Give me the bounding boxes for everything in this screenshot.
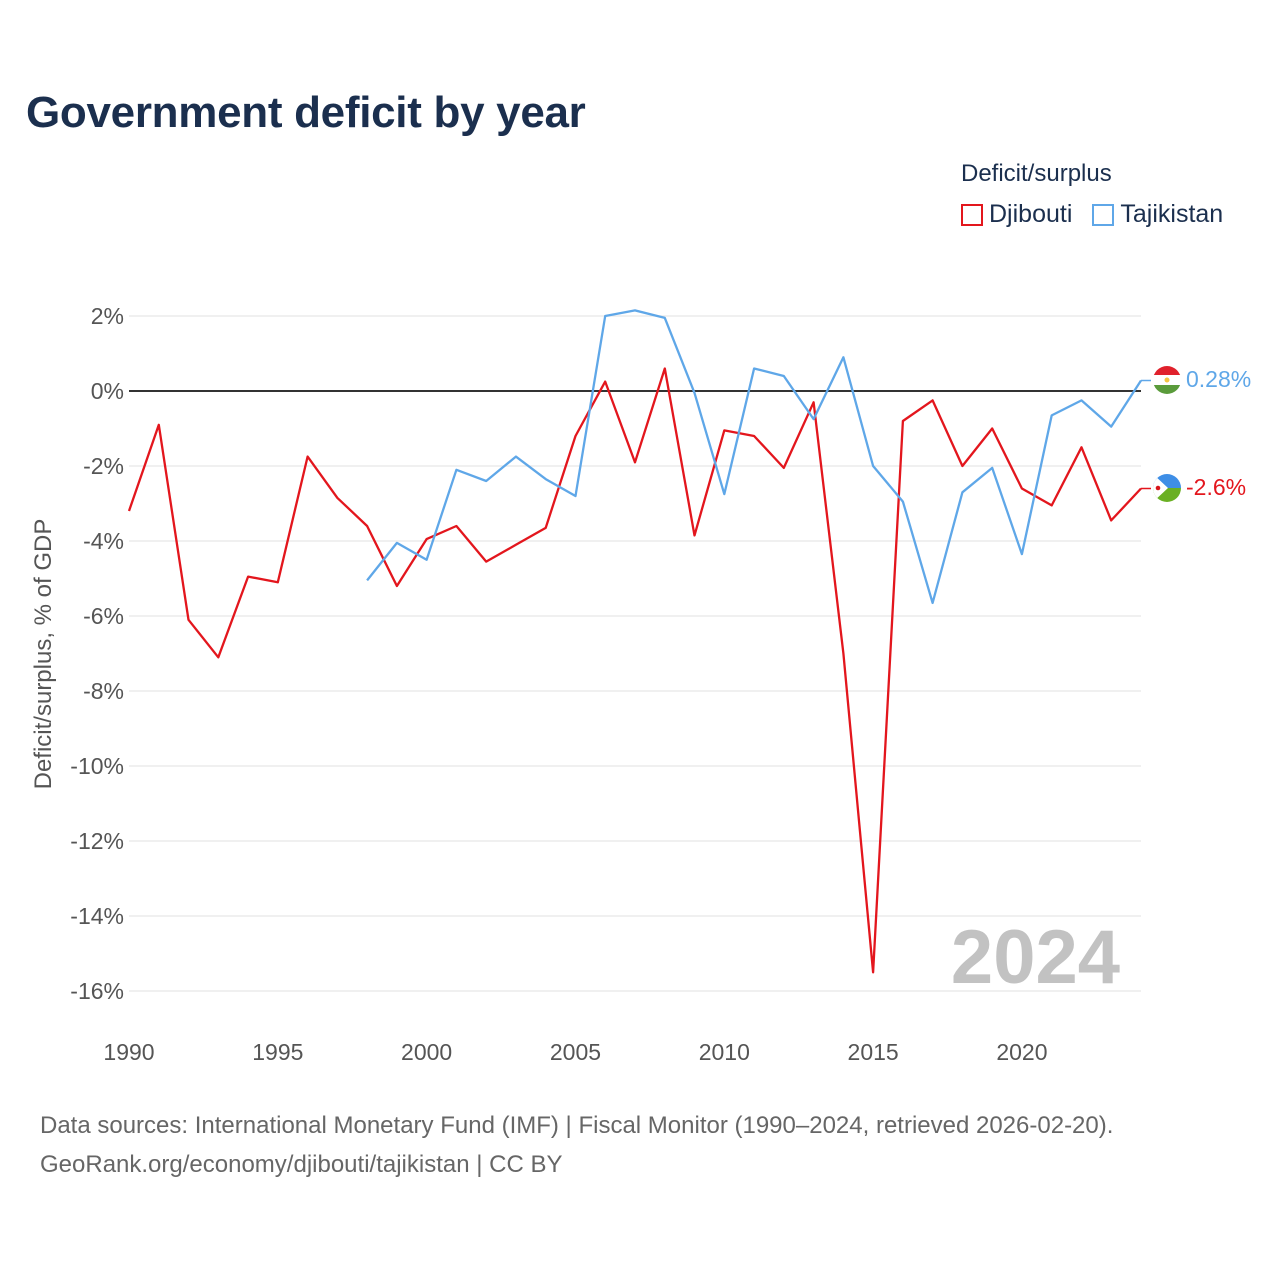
y-tick-label: -10%	[70, 753, 124, 779]
y-tick-label: -16%	[70, 978, 124, 1004]
legend-swatch-djibouti	[961, 203, 983, 226]
x-tick-label: 2015	[848, 1039, 899, 1065]
legend-label-djibouti: Djibouti	[989, 200, 1073, 228]
y-axis-title: Deficit/surplus, % of GDP	[30, 519, 57, 790]
legend-swatch-tajikistan	[1092, 203, 1115, 226]
legend: Deficit/surplus Djibouti Tajikistan	[961, 160, 1223, 229]
tajikistan-flag-icon	[1153, 366, 1181, 394]
djibouti-flag-icon	[1153, 474, 1181, 502]
source-line-1: Data sources: International Monetary Fun…	[40, 1112, 1114, 1139]
legend-item-djibouti[interactable]: Djibouti	[961, 200, 1072, 229]
x-tick-label: 2000	[401, 1039, 452, 1065]
source-line-2[interactable]: GeoRank.org/economy/djibouti/tajikistan …	[40, 1151, 563, 1178]
y-tick-label: -6%	[83, 603, 124, 629]
x-tick-label: 1990	[103, 1039, 154, 1065]
y-tick-label: -8%	[83, 678, 124, 704]
x-tick-label: 1995	[252, 1039, 303, 1065]
y-tick-label: 2%	[91, 303, 124, 329]
series-line-tajikistan[interactable]	[366, 309, 1142, 605]
y-tick-label: -2%	[83, 453, 124, 479]
year-watermark: 2024	[951, 915, 1120, 1000]
line-chart: 2% 0% -2% -4% -6% -8% -10% -12% -14% -16% 1990 199…	[30, 303, 1251, 1065]
y-tick-label: -4%	[83, 528, 124, 554]
y-tick-label: -12%	[70, 828, 124, 854]
legend-label-tajikistan: Tajikistan	[1120, 200, 1224, 228]
y-tick-label: -14%	[70, 903, 124, 929]
x-tick-label: 2020	[996, 1039, 1047, 1065]
legend-item-tajikistan[interactable]: Tajikistan	[1092, 200, 1223, 229]
x-tick-label: 2010	[699, 1039, 750, 1065]
series-line-djibouti[interactable]	[127, 367, 1142, 974]
source-note: Data sources: International Monetary Fun…	[40, 1106, 1113, 1184]
y-tick-label: 0%	[91, 378, 124, 404]
end-label-tajikistan: 0.28%	[1186, 366, 1251, 392]
legend-title: Deficit/surplus	[961, 160, 1112, 187]
chart-title: Government deficit by year	[26, 88, 586, 137]
x-tick-label: 2005	[550, 1039, 601, 1065]
end-label-djibouti: -2.6%	[1186, 474, 1246, 500]
